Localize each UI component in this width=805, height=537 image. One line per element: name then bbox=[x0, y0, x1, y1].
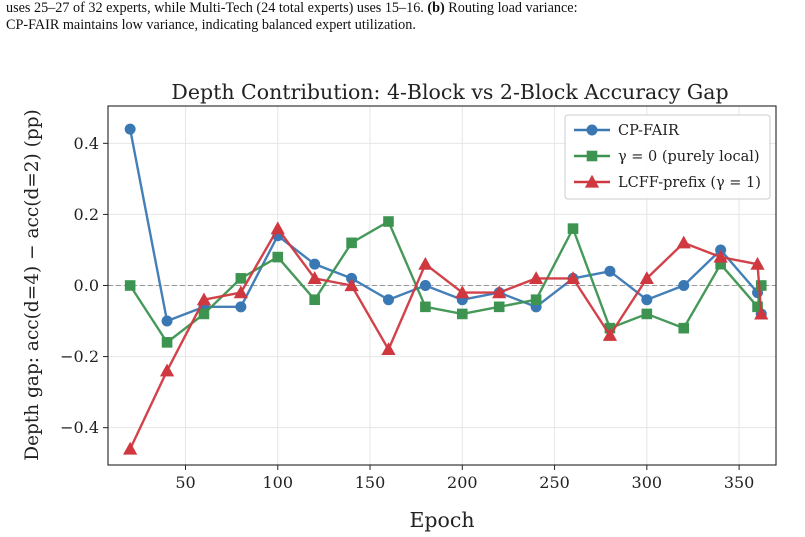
data-point bbox=[159, 363, 175, 377]
data-point bbox=[124, 123, 136, 135]
data-point bbox=[198, 308, 210, 320]
data-point bbox=[346, 237, 357, 249]
data-point bbox=[565, 271, 581, 284]
y-tick-label: −0.4 bbox=[60, 418, 99, 437]
data-point bbox=[270, 221, 285, 235]
chart-title: Depth Contribution: 4-Block vs 2-Block A… bbox=[171, 80, 728, 104]
data-point bbox=[235, 301, 247, 313]
y-axis-label: Depth gap: acc(d=4) − acc(d=2) (pp) bbox=[22, 109, 43, 461]
data-point bbox=[456, 308, 468, 320]
legend-swatch-marker bbox=[584, 174, 600, 188]
y-tick-label: 0.4 bbox=[74, 134, 99, 153]
data-point bbox=[196, 292, 212, 306]
data-point bbox=[272, 251, 284, 263]
data-point bbox=[602, 328, 618, 341]
y-tick-label: 0.0 bbox=[74, 276, 99, 295]
caption-text: uses 25–27 of 32 experts, while Multi-Te… bbox=[6, 0, 428, 16]
caption-panel-label: (b) bbox=[427, 0, 445, 16]
data-point bbox=[455, 285, 470, 299]
data-point bbox=[676, 235, 691, 249]
legend-box bbox=[564, 114, 771, 200]
x-tick-label: 100 bbox=[262, 473, 293, 492]
data-point bbox=[344, 278, 359, 292]
data-point bbox=[641, 294, 653, 306]
y-tick-label: −0.2 bbox=[60, 347, 99, 366]
legend-label: γ = 0 (purely local) bbox=[618, 149, 760, 165]
data-point bbox=[309, 258, 321, 270]
legend-swatch-marker bbox=[586, 124, 598, 136]
axes: 50 100 150 200 250 300 350 −0.4 −0.2 0.0 0.2 0.4 bbox=[60, 134, 754, 492]
x-tick-label: 300 bbox=[632, 473, 663, 492]
x-tick-label: 350 bbox=[724, 473, 755, 492]
caption-line-2: CP-FAIR maintains low variance, indicati… bbox=[6, 17, 416, 33]
series-3 bbox=[123, 221, 769, 455]
data-point bbox=[419, 279, 431, 291]
data-point bbox=[750, 256, 765, 270]
data-point bbox=[420, 301, 431, 313]
data-point bbox=[309, 294, 320, 306]
x-tick-label: 250 bbox=[539, 473, 570, 492]
series-layer bbox=[123, 123, 769, 455]
legend-label: LCFF-prefix (γ = 1) bbox=[618, 175, 761, 191]
data-point bbox=[530, 294, 542, 306]
data-point bbox=[233, 285, 248, 299]
data-point bbox=[235, 273, 247, 284]
data-point bbox=[754, 306, 769, 320]
x-tick-label: 200 bbox=[447, 473, 478, 492]
legend-label: CP-FAIR bbox=[618, 123, 680, 139]
data-point bbox=[382, 294, 394, 306]
x-tick-label: 150 bbox=[355, 473, 386, 492]
data-point bbox=[383, 216, 394, 227]
data-point bbox=[123, 441, 138, 455]
data-point bbox=[529, 271, 544, 284]
data-point bbox=[641, 308, 653, 320]
data-point bbox=[567, 223, 579, 234]
data-point bbox=[492, 285, 507, 299]
x-tick-label: 50 bbox=[175, 473, 195, 492]
data-point bbox=[381, 342, 396, 356]
data-point bbox=[678, 279, 690, 291]
data-point bbox=[752, 301, 763, 313]
x-axis-label: Epoch bbox=[409, 508, 474, 532]
data-point bbox=[161, 315, 173, 327]
y-tick-label: 0.2 bbox=[74, 205, 99, 224]
data-point bbox=[604, 265, 616, 277]
data-point bbox=[639, 271, 654, 284]
data-point bbox=[713, 249, 728, 263]
data-point bbox=[307, 271, 322, 284]
caption-line-1: uses 25–27 of 32 experts, while Multi-Te… bbox=[6, 0, 801, 17]
data-point bbox=[161, 337, 173, 348]
data-point bbox=[124, 280, 136, 291]
data-point bbox=[755, 280, 767, 291]
legend: CP-FAIR γ = 0 (purely local) LCFF-prefix (… bbox=[564, 114, 771, 200]
data-point bbox=[678, 322, 690, 334]
data-point bbox=[493, 301, 505, 313]
caption-text: Routing load variance: bbox=[444, 0, 578, 16]
legend-swatch-marker bbox=[586, 150, 598, 162]
data-point bbox=[418, 256, 433, 270]
figure-caption: uses 25–27 of 32 experts, while Multi-Te… bbox=[6, 0, 801, 34]
